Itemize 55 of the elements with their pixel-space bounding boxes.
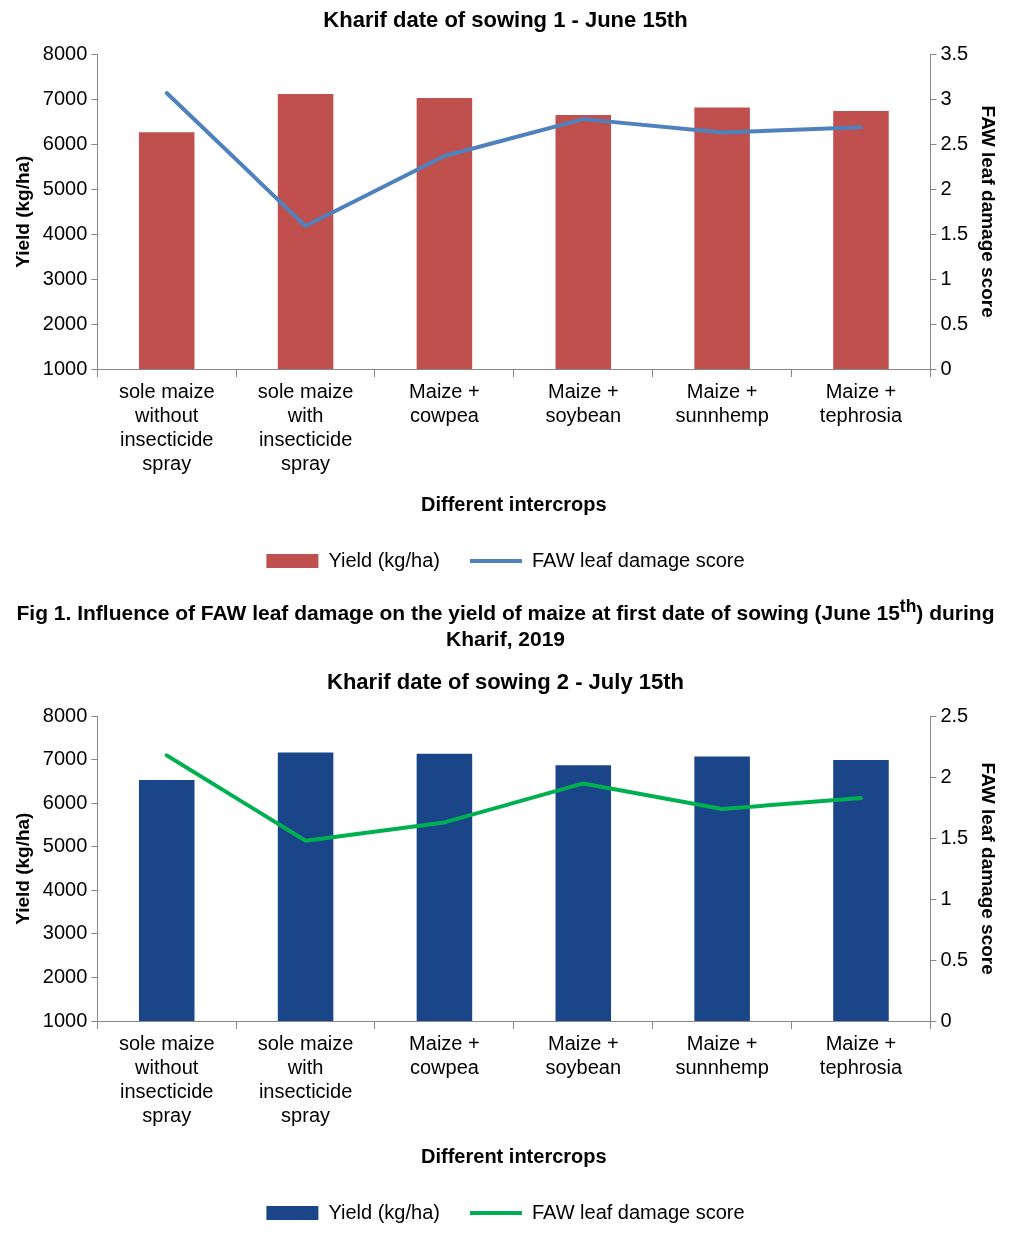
- y-tick-label: 6000: [42, 131, 88, 154]
- y-tick-label: 5000: [42, 176, 88, 199]
- y-axis-title: Yield (kg/ha): [11, 812, 33, 925]
- text: Fig 1. Influence of FAW leaf damage on the yield of maize at first date of sowing (June 15$^{th}$) during Kharif, 2019: [16, 596, 995, 650]
- x-tick-label: sole maize without insecticide spray: [118, 379, 215, 474]
- y2-tick-label: 1.5: [940, 221, 969, 244]
- y2-axis-title: FAW leaf damage score: [978, 105, 1000, 318]
- y-tick-label: 2000: [42, 311, 88, 334]
- y2-tick-label: 3: [940, 86, 952, 109]
- x-tick-label: Maize + sunnhemp: [675, 379, 769, 426]
- y2-tick-label: 1.5: [940, 825, 969, 848]
- y2-tick-label: 3.5: [940, 41, 969, 64]
- y-tick-label: 8000: [42, 41, 88, 64]
- x-tick-label: Maize + soybean: [545, 379, 622, 426]
- y2-tick-label: 0: [940, 1008, 952, 1031]
- legend-label: Yield (kg/ha): [328, 548, 440, 571]
- y2-tick-label: 2.5: [940, 703, 969, 726]
- y-tick-label: 3000: [42, 266, 88, 289]
- y2-tick-label: 0.5: [940, 311, 969, 334]
- x-tick-label: sole maize with insecticide spray: [257, 1031, 354, 1126]
- legend-label: FAW leaf damage score: [531, 1200, 745, 1223]
- y-tick-label: 7000: [42, 86, 88, 109]
- y-tick-label: 7000: [42, 747, 88, 770]
- y-axis-title: Yield (kg/ha): [11, 155, 33, 268]
- y2-tick-label: 1: [940, 886, 952, 909]
- y-tick-label: 1000: [42, 356, 88, 379]
- x-tick-label: Maize + tephrosia: [819, 1031, 903, 1078]
- x-tick-label: sole maize without insecticide spray: [118, 1031, 215, 1126]
- x-tick-label: Maize + soybean: [545, 1031, 622, 1078]
- x-tick-label: Maize + sunnhemp: [675, 1031, 769, 1078]
- y2-tick-label: 2: [940, 764, 952, 787]
- y-tick-label: 2000: [42, 965, 88, 987]
- chart-title: Kharif date of sowing 2 - July 15th: [327, 669, 684, 695]
- y2-tick-label: 0: [940, 356, 952, 379]
- legend-label: Yield (kg/ha): [328, 1200, 440, 1223]
- y-tick-label: 4000: [42, 221, 88, 244]
- y-tick-label: 6000: [42, 790, 88, 813]
- x-axis-title: Different intercrops: [421, 492, 607, 515]
- x-tick-label: Maize + tephrosia: [819, 379, 903, 426]
- y2-tick-label: 2.5: [940, 131, 969, 154]
- x-tick-label: Maize + cowpea: [409, 1031, 480, 1078]
- x-tick-label: sole maize with insecticide spray: [257, 379, 354, 474]
- y-tick-label: 4000: [42, 877, 88, 900]
- chart-title: Kharif date of sowing 1 - June 15th: [323, 7, 688, 33]
- legend-label: FAW leaf damage score: [531, 548, 745, 571]
- y-tick-label: 3000: [42, 921, 88, 944]
- x-axis-title: Different intercrops: [421, 1144, 607, 1167]
- y2-axis-title: FAW leaf damage score: [978, 762, 1000, 975]
- y2-tick-label: 2: [940, 176, 952, 199]
- y2-tick-label: 0.5: [940, 947, 969, 970]
- y-tick-label: 1000: [42, 1008, 88, 1031]
- y-tick-label: 5000: [42, 834, 88, 857]
- x-tick-label: Maize + cowpea: [409, 379, 480, 426]
- y-tick-label: 8000: [42, 703, 88, 726]
- y2-tick-label: 1: [940, 266, 952, 289]
